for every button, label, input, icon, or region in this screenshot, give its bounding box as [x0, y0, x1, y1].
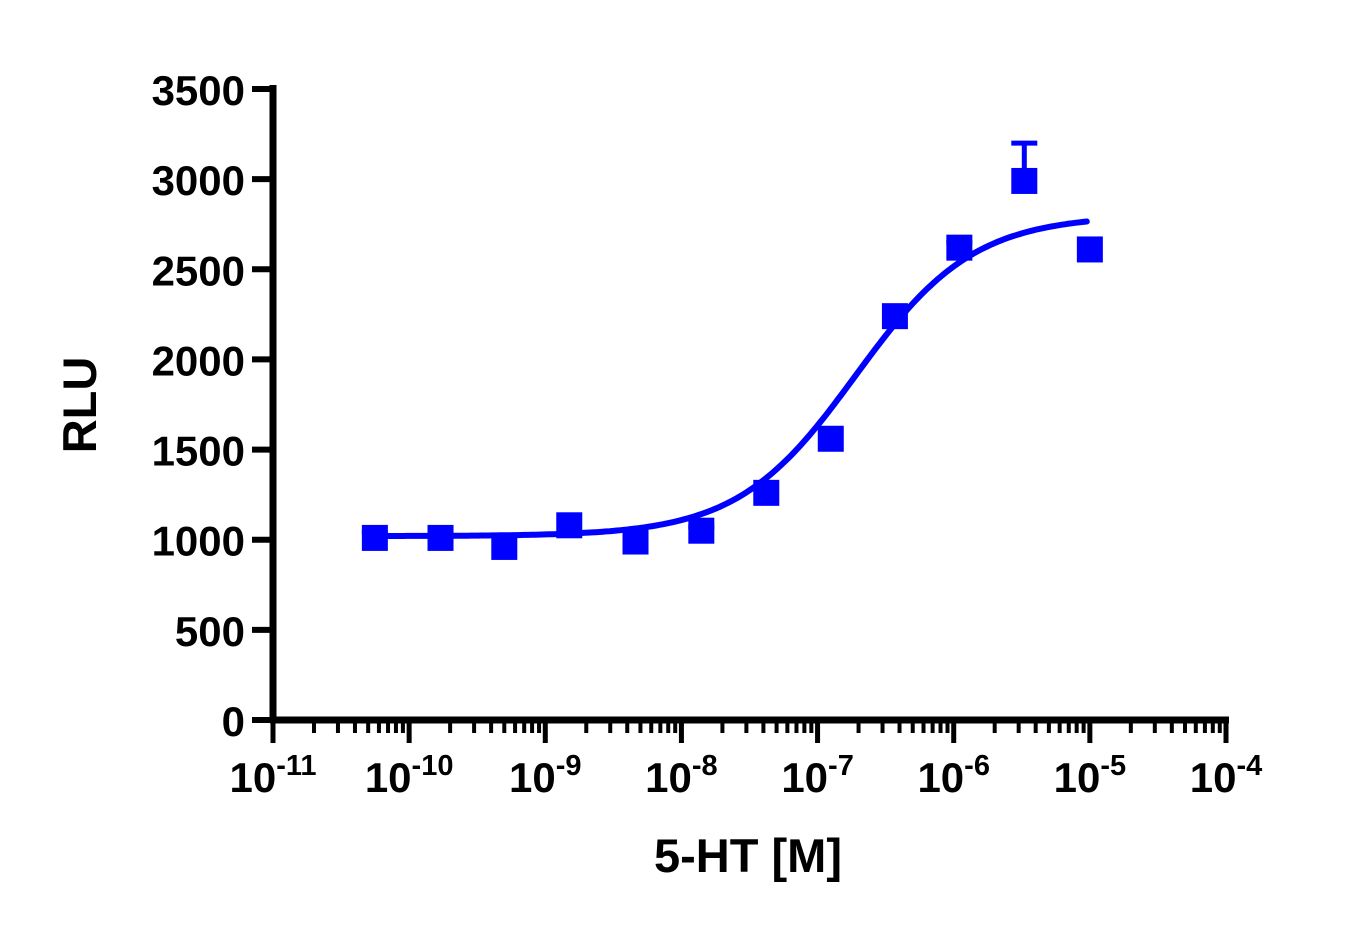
data-point [817, 425, 844, 452]
data-point [1011, 167, 1038, 194]
y-axis-label: RLU [53, 357, 106, 454]
data-point [753, 479, 780, 506]
x-tick-label: 10-9 [509, 750, 582, 801]
axes [269, 85, 1229, 724]
data-point [361, 524, 388, 551]
y-tick-label: 1500 [152, 428, 245, 475]
y-tick-label: 2000 [152, 337, 245, 384]
data-point [622, 528, 649, 555]
error-bars [361, 140, 1038, 538]
y-tick-label: 0 [222, 698, 245, 745]
y-tick-label: 500 [175, 608, 245, 655]
x-ticks: 10-11 10-10 10-9 10-8 10-7 10-6 10-5 10-4 [229, 720, 1262, 801]
x-tick-label: 10-8 [645, 750, 718, 801]
fit-curve-group [371, 218, 1090, 539]
fit-curve [371, 218, 1090, 539]
x-tick-label: 10-10 [365, 750, 454, 801]
y-tick-label: 2500 [152, 247, 245, 294]
y-tick-label: 3000 [152, 157, 245, 204]
data-point [1076, 236, 1103, 263]
data-point [688, 517, 715, 544]
data-point [491, 533, 518, 560]
data-point [946, 234, 973, 261]
x-tick-label: 10-5 [1054, 750, 1127, 801]
data-points [361, 167, 1103, 560]
data-point [881, 303, 908, 330]
x-tick-label: 10-11 [229, 750, 316, 801]
y-tick-label: 3500 [152, 67, 245, 114]
x-axis-label: 5-HT [M] [654, 829, 842, 882]
data-point [427, 524, 454, 551]
x-tick-label: 10-6 [917, 750, 990, 801]
x-tick-label: 10-7 [781, 750, 854, 801]
data-point [556, 512, 583, 539]
y-ticks: 0 500 1000 1500 2000 2500 3000 3500 [152, 67, 273, 745]
y-tick-label: 1000 [152, 518, 245, 565]
x-tick-label: 10-4 [1190, 750, 1263, 801]
